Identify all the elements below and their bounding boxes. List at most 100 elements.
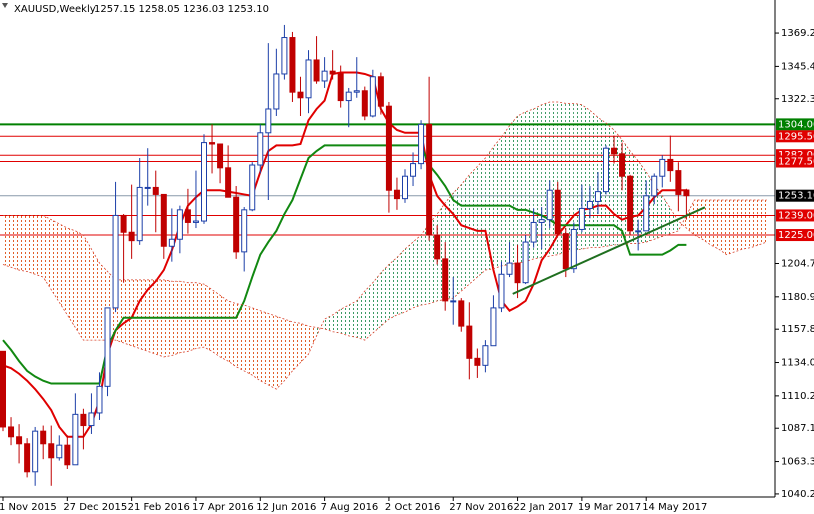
candle-body — [345, 91, 352, 102]
cloud-segment — [260, 310, 269, 385]
candle-body — [675, 170, 682, 195]
candle-body — [554, 189, 561, 235]
level-label-bg — [776, 209, 814, 222]
candle-body — [651, 175, 658, 197]
candle-body — [546, 189, 553, 221]
candle-body — [176, 209, 183, 240]
candle-body — [586, 200, 593, 209]
candle-body — [88, 412, 95, 427]
candle-body — [184, 209, 191, 223]
candle-body — [562, 233, 569, 270]
x-tick-label: 17 Apr 2016 — [192, 502, 254, 513]
cloud-segment — [734, 200, 743, 252]
candle-body — [128, 231, 135, 242]
candle-body — [257, 132, 264, 166]
candle-body — [96, 385, 103, 414]
candle-body — [667, 158, 674, 172]
candle-body — [321, 70, 328, 82]
candle-body — [385, 105, 392, 191]
candle-body — [265, 108, 272, 134]
candle-body — [281, 37, 288, 75]
x-tick-label: 27 Dec 2015 — [63, 502, 127, 513]
cloud-segment — [300, 323, 309, 363]
cloud-segment — [380, 264, 389, 327]
x-tick-label: 1 Nov 2015 — [0, 502, 57, 513]
candle-body — [402, 175, 408, 200]
cloud-span — [2, 101, 767, 390]
candle-body — [450, 300, 457, 303]
candle-body — [506, 262, 513, 275]
cloud-segment — [3, 215, 12, 268]
cloud-segment — [228, 300, 237, 367]
cloud-segment — [726, 200, 735, 255]
candle-body — [64, 444, 71, 466]
candle-body — [329, 70, 336, 75]
cloud-segment — [396, 249, 405, 315]
cloud-segment — [461, 174, 470, 292]
candle-body — [627, 175, 634, 232]
cloud-segment — [453, 184, 462, 299]
cloud-segment — [220, 295, 229, 362]
cloud-segment — [702, 200, 711, 245]
level-label: 1277.50 — [778, 157, 814, 168]
cloud-segment — [493, 136, 502, 269]
candle-body — [474, 357, 481, 366]
candle-body — [80, 413, 87, 427]
candle-body — [369, 76, 376, 117]
x-tick-label: 27 Nov 2016 — [449, 502, 513, 513]
candle-body — [619, 153, 626, 177]
level-label-bg — [776, 118, 814, 131]
candle-body — [241, 209, 248, 253]
cloud-segment — [252, 307, 261, 381]
candle-body — [72, 413, 79, 466]
candle-body — [377, 76, 384, 107]
candle-body — [426, 123, 433, 236]
cloud-segment — [292, 321, 301, 371]
cloud-segment — [421, 223, 430, 306]
candle-body — [209, 142, 216, 145]
cloud-segment — [123, 279, 132, 346]
candle-body — [192, 220, 199, 223]
candle-body — [538, 219, 545, 223]
cloud-segment — [284, 319, 293, 381]
candle-body — [643, 195, 650, 232]
candle-body — [136, 186, 143, 242]
cloud-segment — [413, 235, 422, 308]
candle-body — [635, 230, 642, 233]
candle-body — [611, 147, 618, 155]
cloud-segment — [83, 235, 92, 341]
y-tick-label: 1063.30 — [781, 457, 814, 468]
candle-body — [297, 91, 304, 99]
chart-title: XAUUSD,Weekly — [14, 4, 96, 15]
candle-body — [56, 444, 63, 459]
candle-body — [313, 59, 320, 82]
candle-body — [410, 163, 417, 177]
y-tick-label: 1087.10 — [781, 423, 814, 434]
plot-area — [0, 24, 775, 486]
candle-body — [490, 307, 497, 347]
candle-body — [16, 436, 23, 445]
y-tick-label: 1157.80 — [781, 324, 814, 335]
cloud-segment — [678, 215, 687, 231]
y-tick-label: 1040.20 — [781, 489, 814, 500]
level-label: 1295.50 — [778, 131, 814, 142]
candle-body — [522, 241, 529, 284]
candle-body — [8, 426, 15, 438]
level-label: 1239.00 — [778, 210, 814, 221]
x-tick-label: 22 Jan 2017 — [514, 502, 574, 513]
level-label-bg — [776, 229, 814, 242]
cloud-segment — [694, 200, 703, 240]
candle-body — [434, 234, 441, 260]
y-tick-label: 1322.30 — [781, 94, 814, 105]
level-label-bg — [776, 155, 814, 168]
candle-body — [152, 186, 159, 195]
candle-body — [353, 90, 360, 93]
x-tick-label: 7 Aug 2016 — [321, 502, 379, 513]
candle-body — [482, 345, 489, 366]
cloud-segment — [316, 319, 325, 336]
level-label: 1253.10 — [778, 191, 814, 202]
cloud-segment — [589, 110, 598, 248]
cloud-segment — [364, 282, 373, 341]
candle-body — [104, 307, 111, 387]
cloud-segment — [268, 313, 277, 390]
